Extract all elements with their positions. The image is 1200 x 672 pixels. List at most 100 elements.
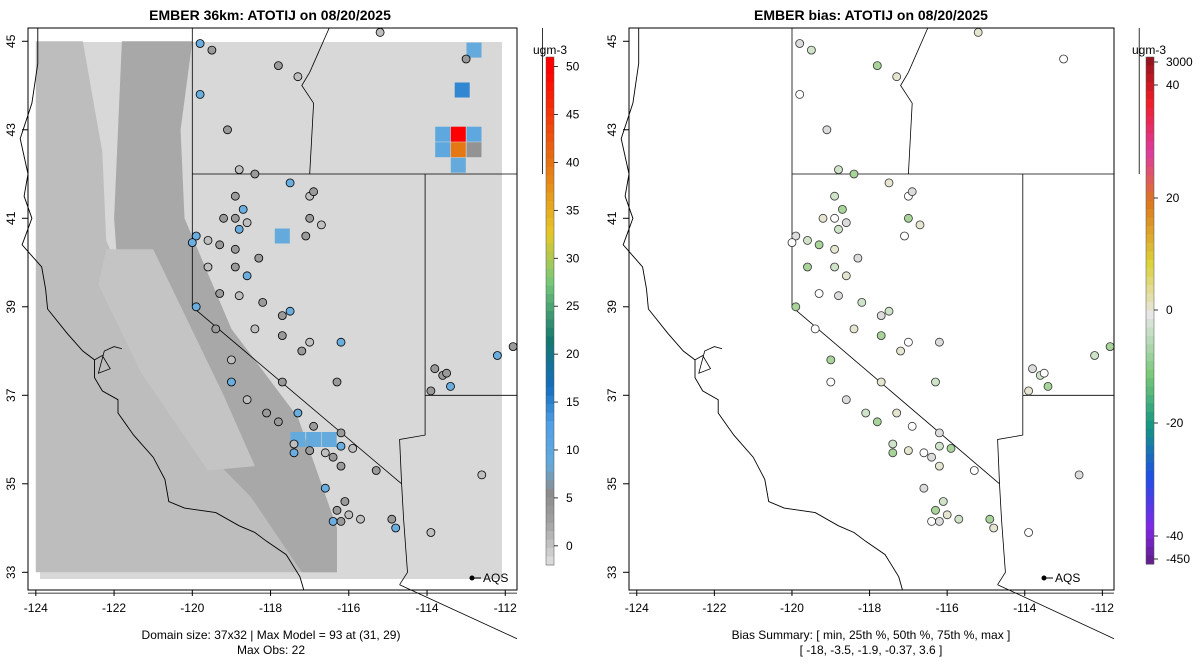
station-marker[interactable] <box>426 528 436 537</box>
station-marker[interactable] <box>234 291 244 301</box>
station-bias-marker[interactable] <box>884 178 894 188</box>
station-marker[interactable] <box>285 178 295 188</box>
station-bias-marker[interactable] <box>1074 470 1084 480</box>
station-marker[interactable] <box>211 324 221 334</box>
station-bias-marker[interactable] <box>935 517 944 526</box>
station-marker[interactable] <box>277 311 287 321</box>
station-bias-marker[interactable] <box>841 271 851 281</box>
station-bias-marker[interactable] <box>907 187 917 197</box>
station-marker[interactable] <box>477 470 487 480</box>
station-bias-marker[interactable] <box>807 45 816 55</box>
station-marker[interactable] <box>305 337 315 347</box>
station-marker[interactable] <box>230 213 240 223</box>
station-bias-marker[interactable] <box>1039 368 1049 378</box>
station-marker[interactable] <box>289 448 299 458</box>
station-bias-marker[interactable] <box>989 523 999 533</box>
station-bias-marker[interactable] <box>830 191 839 201</box>
station-bias-marker[interactable] <box>904 337 913 347</box>
station-bias-marker[interactable] <box>841 395 851 405</box>
station-marker[interactable] <box>226 355 236 365</box>
station-bias-marker[interactable] <box>791 302 801 312</box>
station-marker[interactable] <box>242 271 252 281</box>
station-marker[interactable] <box>344 510 354 520</box>
station-marker[interactable] <box>375 28 385 37</box>
station-bias-marker[interactable] <box>919 483 929 493</box>
station-marker[interactable] <box>309 187 319 197</box>
station-marker[interactable] <box>234 224 244 234</box>
station-bias-marker[interactable] <box>985 514 995 524</box>
station-marker[interactable] <box>203 235 213 245</box>
station-marker[interactable] <box>203 262 213 272</box>
station-marker[interactable] <box>195 90 205 99</box>
station-bias-marker[interactable] <box>876 377 886 387</box>
station-marker[interactable] <box>336 517 346 526</box>
station-bias-marker[interactable] <box>1028 364 1037 374</box>
station-bias-marker[interactable] <box>834 165 843 175</box>
station-bias-marker[interactable] <box>931 505 940 515</box>
station-marker[interactable] <box>238 204 248 214</box>
station-bias-marker[interactable] <box>872 61 882 70</box>
station-bias-marker[interactable] <box>973 28 983 37</box>
station-bias-marker[interactable] <box>849 324 859 334</box>
station-marker[interactable] <box>328 452 338 462</box>
station-marker[interactable] <box>273 61 283 70</box>
station-bias-marker[interactable] <box>888 448 898 458</box>
station-marker[interactable] <box>316 220 326 230</box>
station-marker[interactable] <box>320 448 330 458</box>
station-bias-marker[interactable] <box>876 331 886 341</box>
station-marker[interactable] <box>336 461 346 471</box>
station-bias-marker[interactable] <box>791 231 801 241</box>
station-marker[interactable] <box>332 377 342 387</box>
station-marker[interactable] <box>234 165 244 175</box>
station-bias-marker[interactable] <box>1024 528 1033 537</box>
station-marker[interactable] <box>230 244 240 254</box>
station-bias-marker[interactable] <box>795 39 805 48</box>
station-bias-marker[interactable] <box>830 262 839 272</box>
station-marker[interactable] <box>219 213 229 223</box>
station-bias-marker[interactable] <box>935 441 944 451</box>
station-marker[interactable] <box>328 517 338 526</box>
station-bias-marker[interactable] <box>830 244 839 254</box>
station-bias-marker[interactable] <box>942 510 952 520</box>
station-bias-marker[interactable] <box>1105 342 1115 352</box>
station-marker[interactable] <box>273 417 283 427</box>
station-bias-marker[interactable] <box>954 514 964 524</box>
station-marker[interactable] <box>250 324 260 334</box>
station-marker[interactable] <box>492 351 502 360</box>
station-bias-marker[interactable] <box>826 355 836 365</box>
station-marker[interactable] <box>340 497 350 506</box>
station-bias-marker[interactable] <box>888 439 898 449</box>
station-bias-marker[interactable] <box>814 289 824 298</box>
station-bias-marker[interactable] <box>969 466 979 475</box>
station-marker[interactable] <box>336 428 346 438</box>
station-bias-marker[interactable] <box>853 253 863 263</box>
station-bias-marker[interactable] <box>826 377 836 387</box>
station-bias-marker[interactable] <box>849 169 859 179</box>
station-marker[interactable] <box>223 125 232 135</box>
station-bias-marker[interactable] <box>803 262 812 272</box>
station-marker[interactable] <box>195 39 205 48</box>
station-marker[interactable] <box>250 169 260 179</box>
station-marker[interactable] <box>230 191 240 201</box>
station-marker[interactable] <box>348 443 358 453</box>
station-marker[interactable] <box>242 218 252 228</box>
station-marker[interactable] <box>191 231 201 241</box>
station-bias-marker[interactable] <box>892 72 902 82</box>
station-marker[interactable] <box>285 306 295 316</box>
station-bias-marker[interactable] <box>838 204 847 214</box>
station-bias-marker[interactable] <box>834 291 843 301</box>
station-bias-marker[interactable] <box>927 452 936 462</box>
station-bias-marker[interactable] <box>861 408 871 418</box>
station-marker[interactable] <box>356 514 365 524</box>
station-bias-marker[interactable] <box>935 428 944 438</box>
station-bias-marker[interactable] <box>904 213 913 223</box>
station-marker[interactable] <box>297 346 307 356</box>
station-marker[interactable] <box>391 523 401 533</box>
station-bias-marker[interactable] <box>915 220 925 230</box>
station-marker[interactable] <box>426 386 436 396</box>
station-bias-marker[interactable] <box>1059 54 1068 64</box>
station-marker[interactable] <box>301 231 311 241</box>
station-marker[interactable] <box>320 483 330 493</box>
station-marker[interactable] <box>336 441 346 451</box>
station-marker[interactable] <box>215 240 225 250</box>
